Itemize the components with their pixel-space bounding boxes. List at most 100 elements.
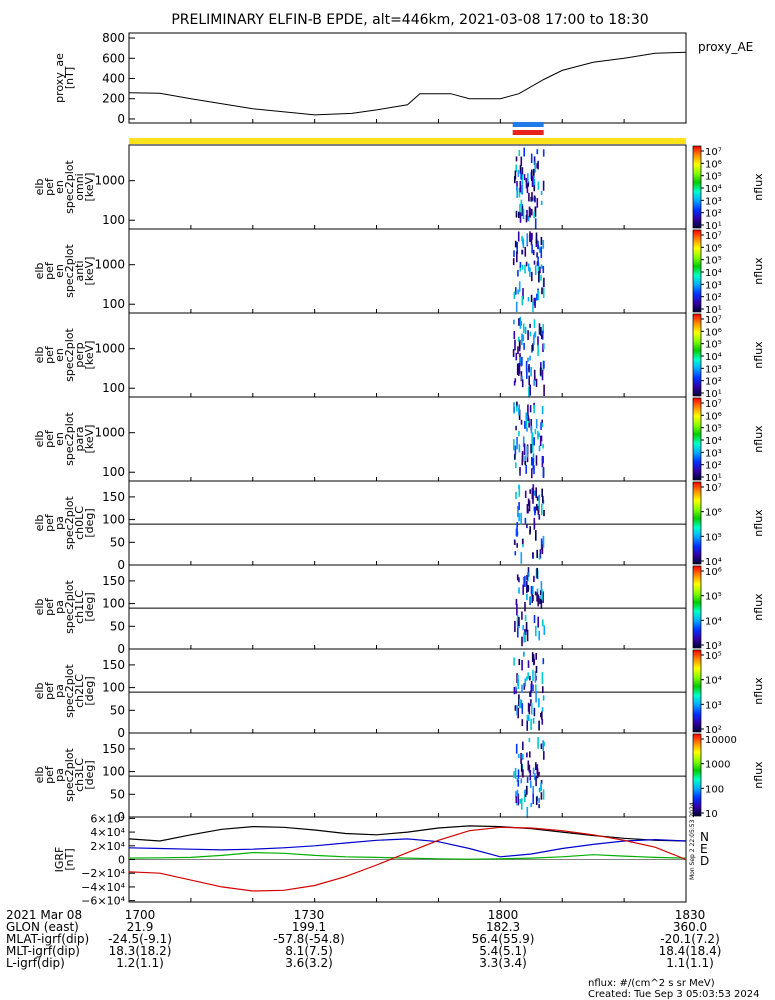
spectrogram-cell [527,181,530,187]
spectrogram-cell [542,288,545,298]
spectrogram-cell [530,443,532,454]
spectrogram-cell [519,316,522,329]
colorbar-label: nflux [752,509,765,537]
spectrogram-cell [524,461,527,466]
spectrogram-cell [535,796,538,805]
spectrogram-cell [538,720,540,731]
spectrogram-cell [527,215,530,222]
spectrogram-cell [533,260,536,265]
y-axis-label: omni [73,173,86,200]
spectrogram-cell [537,594,539,607]
spectrogram-cell [536,592,538,602]
y-axis-label: elb [33,263,46,280]
y-axis-label: elb [33,683,46,700]
spectrogram-cell [518,444,521,453]
spectrogram-cell [534,218,537,229]
spectrogram-cell [527,173,529,183]
status-bars [129,122,686,144]
spectrogram-cell [514,378,517,383]
y-axis-label: en [53,432,66,446]
y-tick-label: 150 [102,490,125,504]
spectrogram-cell [533,405,535,414]
spectrogram-cell [512,258,515,266]
spectrogram-cell [532,595,534,602]
colorbar-tick-label: 10 [705,809,718,820]
spectrogram-cell [522,288,524,300]
colorbar-tick-label: 10³ [705,641,722,652]
y-tick-label: 100 [102,213,125,227]
y-tick-label: 2×10⁴ [90,840,125,853]
spectrogram-cell [515,210,518,218]
colorbar [692,733,702,817]
spectrogram-cell [527,584,529,592]
spectrogram-cell [524,420,526,429]
collection-bar-red [512,130,544,135]
spectrogram-cell [539,590,542,596]
panel-frame [128,32,687,124]
panel-frame [128,228,687,314]
spectrogram-cell [527,415,529,421]
series-line-igrf-D [128,826,687,892]
spectrogram-cell [538,804,540,809]
spectrogram-cell [524,631,526,643]
spectrogram-cell [522,741,524,750]
spectrogram-cell [518,362,521,374]
colorbar-tick-label: 10² [705,209,722,220]
spectrogram-cell [540,422,542,430]
spectrogram-cell [535,455,538,466]
spectrogram-cell [519,357,521,365]
spectrogram-cell [531,192,533,201]
spectrogram-cell [526,777,529,783]
x-axis-value: 5.4(5.1) [479,944,527,958]
spectrogram-cell [514,768,517,779]
spectrogram-cell [527,498,530,507]
spectrogram-cell [538,271,540,283]
spectrogram-cell [541,719,544,725]
spectrogram-cell [536,768,539,779]
spectrogram-cell [535,691,537,703]
spectrogram-cell [536,567,538,579]
spectrogram-cell [524,678,527,687]
spectrogram-cell [537,265,540,274]
spectrogram-cell [514,453,516,460]
y-axis-label: spec2plot [63,664,76,718]
y-axis-label: en [53,264,66,278]
colorbar-label: nflux [752,425,765,453]
spectrogram-cell [540,538,543,550]
spectrogram-cell [543,510,545,517]
spectrogram-cell [541,419,543,426]
spectrogram-cell [520,512,522,525]
spectrogram-cell [526,524,528,529]
spectrogram-cell [513,771,515,778]
spectrogram-cell [530,586,533,595]
spectrogram-cell [522,436,525,447]
colorbar [692,481,702,565]
spectrogram-cell [543,343,545,350]
colorbar [692,145,702,229]
spectrogram-cell [538,432,540,437]
colorbar-tick-label: 10³ [705,364,722,375]
spectrogram-cell [540,782,542,790]
spectrogram-cell [538,787,541,793]
spectrogram-cell [537,736,539,749]
y-tick-label: 100 [102,681,125,695]
x-axis-labels: 2021 Mar 08 1700 1730 1800 1830 GLON (east) 21… [6,908,721,970]
spectrogram-cell [519,165,522,174]
spectrogram-cell [535,419,538,429]
spectrogram-cell [540,780,543,785]
spectrogram-cell [521,249,523,255]
spectrogram-cell [525,622,528,632]
spectrogram-cell [524,629,527,635]
spectrogram-cell [513,319,515,325]
spectrogram-cell [527,263,530,272]
x-axis-value: 360.0 [673,920,707,934]
spectrogram-cell [525,177,528,189]
spectrogram-cell [518,753,520,759]
spectrogram-cell [519,212,522,223]
spectrogram-cell [530,699,532,707]
spectrogram-cell [532,493,534,504]
spectrogram-cell [526,785,528,795]
spectrogram-cell [534,773,536,781]
